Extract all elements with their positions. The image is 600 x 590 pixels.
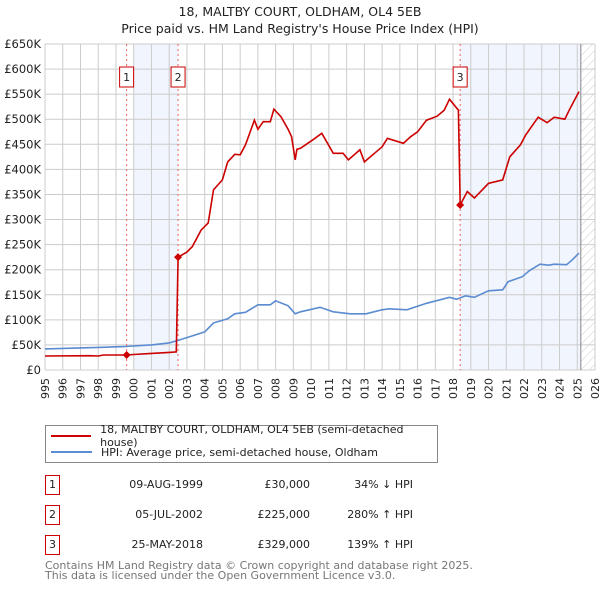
x-tick-label: 2025: [571, 378, 584, 400]
sale-marker-number: 2: [175, 71, 182, 84]
sale-marker-box: [170, 66, 186, 88]
footer-copyright: Contains HM Land Registry data © Crown c…: [45, 559, 473, 572]
sale-marker-number: 1: [123, 71, 130, 84]
x-tick-label: 2002: [163, 378, 176, 400]
x-tick-label: 2004: [199, 378, 212, 400]
y-tick-label: £550K: [4, 87, 41, 101]
legend-item-property: 18, MALTBY COURT, OLDHAM, OL4 5EB (semi-…: [51, 423, 437, 449]
shaded-period: [460, 44, 581, 370]
sale-date: 09-AUG-1999: [129, 478, 203, 491]
y-tick-label: £100K: [4, 313, 41, 327]
sale-marker-box: [119, 66, 135, 88]
sale-hpi-change: 34% ↓ HPI: [354, 478, 413, 491]
x-tick-label: 2024: [554, 378, 567, 400]
sale-number-badge: 2: [45, 505, 60, 525]
sale-date: 25-MAY-2018: [131, 538, 203, 551]
sale-marker-box: [452, 66, 468, 88]
sale-row: 2 05-JUL-2002 £225,000 280% ↑ HPI: [45, 505, 465, 525]
hpi-line: [44, 252, 580, 350]
x-tick-label: 2007: [252, 378, 265, 400]
sale-point: [174, 253, 183, 262]
footer-licence: This data is licensed under the Open Gov…: [45, 569, 396, 582]
x-tick-label: 2017: [429, 378, 442, 400]
chart-legend: 18, MALTBY COURT, OLDHAM, OL4 5EB (semi-…: [45, 423, 438, 463]
sale-row: 3 25-MAY-2018 £329,000 139% ↑ HPI: [45, 535, 465, 555]
chart-title-address: 18, MALTBY COURT, OLDHAM, OL4 5EB: [178, 4, 422, 19]
sale-row: 1 09-AUG-1999 £30,000 34% ↓ HPI: [45, 475, 465, 495]
x-tick-label: 1998: [92, 378, 105, 400]
x-tick-label: 2016: [412, 378, 425, 400]
x-tick-label: 2003: [181, 378, 194, 400]
y-tick-label: £650K: [4, 37, 41, 51]
x-tick-label: 2020: [483, 378, 496, 400]
sale-hpi-change: 139% ↑ HPI: [347, 538, 413, 551]
x-tick-label: 1996: [57, 378, 70, 400]
x-tick-label: 2008: [270, 378, 283, 400]
x-tick-label: 2001: [145, 378, 158, 400]
sale-hpi-change: 280% ↑ HPI: [347, 508, 413, 521]
legend-item-hpi: HPI: Average price, semi-detached house,…: [51, 444, 378, 460]
x-tick-label: 2006: [234, 378, 247, 400]
price-chart: 1995 1996 1997 1998 1999 2000 2001 2002 2003 2004…: [4, 37, 600, 400]
chart-title-subtitle: Price paid vs. HM Land Registry's House …: [121, 21, 479, 36]
x-tick-label: 1997: [74, 378, 87, 400]
x-tick-label: 1999: [110, 378, 123, 400]
x-tick-label: 2026: [589, 378, 600, 400]
y-tick-label: £250K: [4, 238, 41, 252]
x-tick-label: 2005: [216, 378, 229, 400]
forecast-hatch: [580, 44, 595, 370]
x-tick-label: 2012: [341, 378, 354, 400]
x-tick-label: 1995: [39, 378, 52, 400]
sale-price: £329,000: [257, 538, 311, 551]
sale-date: 05-JUL-2002: [135, 508, 203, 521]
y-tick-label: £350K: [4, 187, 41, 201]
sale-number-badge: 1: [45, 475, 60, 495]
x-tick-label: 2023: [536, 378, 549, 400]
x-tick-label: 2022: [518, 378, 531, 400]
shaded-period: [133, 44, 179, 370]
x-tick-label: 2011: [323, 378, 336, 400]
sale-price: £225,000: [257, 508, 311, 521]
y-tick-label: £50K: [12, 338, 42, 352]
x-tick-label: 2019: [465, 378, 478, 400]
y-tick-label: £300K: [4, 213, 41, 227]
legend-swatch-red: [51, 435, 92, 437]
y-tick-label: £600K: [4, 62, 41, 76]
y-tick-label: £200K: [4, 263, 41, 277]
x-tick-label: 2018: [447, 378, 460, 400]
sale-number-badge: 3: [45, 535, 60, 555]
sale-point: [456, 200, 465, 209]
sale-marker-number: 3: [457, 71, 464, 84]
sale-price: £30,000: [264, 478, 311, 491]
y-tick-label: £150K: [4, 288, 41, 302]
x-tick-label: 2013: [358, 378, 371, 400]
x-tick-label: 2015: [394, 378, 407, 400]
y-tick-label: £500K: [4, 112, 41, 126]
y-tick-label: £450K: [4, 137, 41, 151]
legend-label-property: 18, MALTBY COURT, OLDHAM, OL4 5EB (semi-…: [100, 423, 404, 449]
price-paid-line: [44, 91, 580, 357]
legend-swatch-blue: [51, 451, 92, 453]
x-tick-label: 2014: [376, 378, 389, 400]
sale-point: [122, 350, 131, 359]
y-tick-label: £0: [26, 363, 41, 377]
x-tick-label: 2010: [305, 378, 318, 400]
x-tick-label: 2021: [500, 378, 513, 400]
x-tick-label: 2000: [128, 378, 141, 400]
legend-label-hpi: HPI: Average price, semi-detached house,…: [101, 445, 378, 459]
y-tick-label: £400K: [4, 162, 41, 176]
x-tick-label: 2009: [287, 378, 300, 400]
